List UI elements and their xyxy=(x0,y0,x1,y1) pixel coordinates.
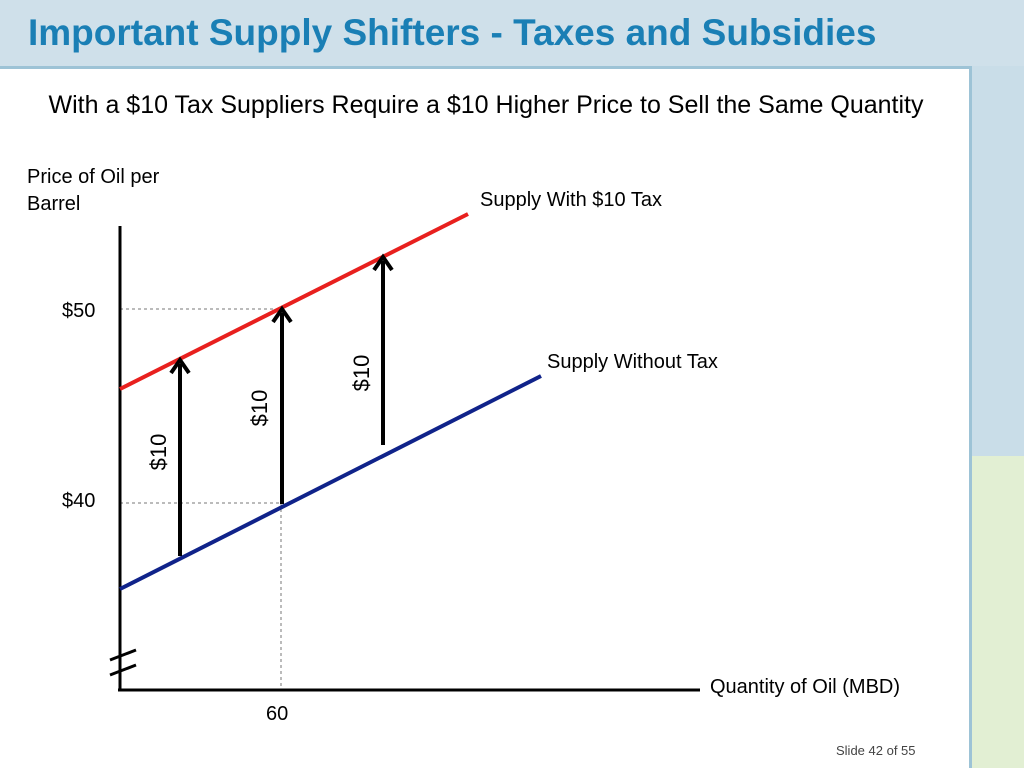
shift-arrow xyxy=(271,305,293,504)
axis-break-mark xyxy=(109,663,137,677)
shift-arrow xyxy=(372,253,394,445)
arrow-label: $10 xyxy=(146,434,171,471)
price-tick-40: $40 xyxy=(62,490,96,512)
slide-title: Important Supply Shifters - Taxes and Su… xyxy=(28,12,877,53)
arrow-label: $10 xyxy=(247,390,272,427)
axis-break-mark xyxy=(109,648,137,662)
slide-number: Slide 42 of 55 xyxy=(836,743,916,758)
arrow-label: $10 xyxy=(349,355,374,392)
supply-with-tax-line xyxy=(119,212,469,391)
supply-without-tax-label: Supply Without Tax xyxy=(547,351,718,373)
supply-without-tax-line xyxy=(119,374,542,591)
y-axis-label: Price of Oil per Barrel xyxy=(27,166,160,215)
x-axis-label: Quantity of Oil (MBD) xyxy=(710,676,901,698)
shift-arrow xyxy=(169,356,191,556)
price-tick-50: $50 xyxy=(62,300,96,322)
content-panel xyxy=(0,66,972,768)
decor-band-blue xyxy=(972,66,1024,456)
slide-subtitle: With a $10 Tax Suppliers Require a $10 H… xyxy=(48,91,924,119)
supply-with-tax-label: Supply With $10 Tax xyxy=(480,189,662,211)
decor-band-green xyxy=(972,456,1024,768)
quantity-tick-60: 60 xyxy=(266,703,289,725)
